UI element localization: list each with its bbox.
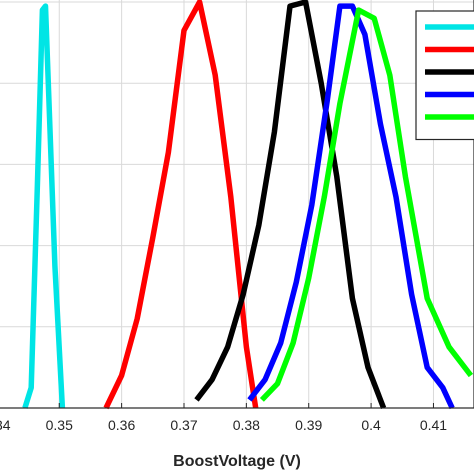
series-3-line: [194, 0, 387, 409]
series-1-line: [22, 3, 66, 409]
x-tick-label: 0.4: [361, 417, 381, 433]
x-tick-label: 0.39: [295, 417, 322, 433]
x-tick-label: 0.34: [0, 417, 11, 433]
series-5-line: [259, 7, 474, 402]
x-axis-ticks: 0.34 0.35 0.36 0.37 0.38 0.39 0.4 0.41: [0, 403, 447, 433]
x-axis-label: BoostVoltage (V): [173, 453, 301, 470]
x-tick-label: 0.38: [233, 417, 260, 433]
x-tick-label: 0.41: [420, 417, 447, 433]
plot-area-frame: [0, 0, 474, 409]
x-tick-label: 0.35: [46, 417, 73, 433]
x-tick-label: 0.37: [170, 417, 197, 433]
legend-box: [415, 10, 474, 141]
x-tick-label: 0.36: [108, 417, 135, 433]
plot-series: [22, 0, 474, 410]
grid: [0, 0, 474, 408]
legend: [415, 10, 474, 141]
series-4-line: [247, 3, 455, 410]
series-2-line: [103, 0, 259, 410]
